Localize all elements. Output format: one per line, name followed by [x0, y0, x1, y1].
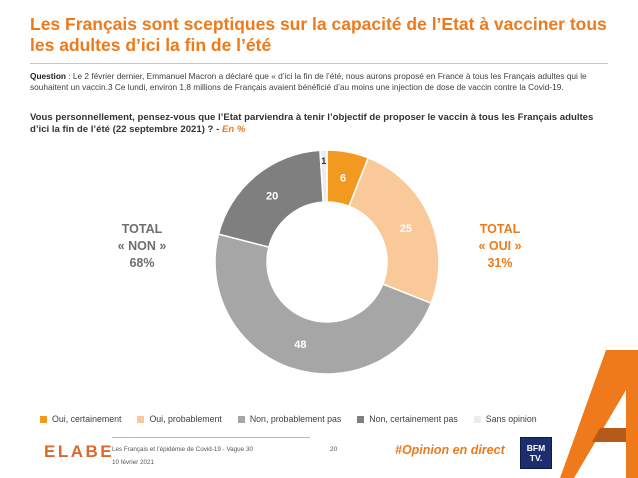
slice-value-label: 48 — [294, 339, 306, 351]
bfmtv-logo: BFM TV. — [520, 437, 552, 469]
study-date: 10 février 2021 — [112, 459, 155, 466]
legend-swatch — [40, 415, 47, 423]
hashtag: #Opinion en direct — [395, 443, 505, 457]
total-non-value: 68% — [129, 256, 155, 270]
total-non-quote: « NON » — [117, 239, 167, 253]
legend-item: Non, probablement pas — [237, 414, 342, 424]
question-body: : Le 2 février dernier, Emmanuel Macron … — [30, 71, 587, 92]
title-divider — [30, 63, 608, 64]
legend-swatch — [473, 415, 481, 423]
question-text: Question : Le 2 février dernier, Emmanue… — [30, 71, 590, 93]
legend-item: Non, certainement pas — [357, 414, 458, 424]
survey-prompt: Vous personnellement, pensez-vous que l’… — [30, 112, 608, 136]
total-oui-value: 31% — [487, 256, 513, 270]
legend-item: Oui, certainement — [40, 414, 121, 424]
page-number: 20 — [330, 446, 338, 453]
total-oui-quote: « OUI » — [478, 239, 522, 253]
slice-value-label: 20 — [266, 191, 278, 203]
question-label: Question — [30, 71, 66, 81]
total-non: TOTAL « NON » 68% — [92, 221, 192, 272]
bfmtv-logo-line1: BFM — [526, 443, 546, 453]
legend-swatch — [137, 415, 145, 423]
decorative-a-bar — [592, 428, 626, 442]
survey-prompt-text: Vous personnellement, pensez-vous que l’… — [30, 112, 594, 135]
page-title: Les Français sont sceptiques sur la capa… — [30, 14, 607, 55]
legend-swatch — [357, 415, 365, 423]
donut-slice — [214, 233, 433, 375]
decorative-a-graphic — [560, 350, 638, 478]
slice-value-label: 6 — [340, 173, 346, 185]
total-oui: TOTAL « OUI » 31% — [450, 221, 550, 272]
legend-label: Non, probablement pas — [249, 414, 342, 424]
chart-legend: Oui, certainement Oui, probablement Non, p… — [40, 414, 620, 424]
study-name: Les Français et l’épidémie de Covid-19 -… — [112, 446, 253, 453]
legend-item: Sans opinion — [473, 414, 537, 424]
total-oui-label: TOTAL — [479, 222, 521, 236]
donut-slice — [348, 156, 440, 305]
decorative-a-shape — [560, 350, 638, 478]
legend-label: Oui, probablement — [149, 414, 222, 424]
footer-divider — [112, 437, 310, 438]
elabe-logo: ELABE — [44, 442, 115, 461]
bfmtv-logo-line2: TV. — [529, 453, 543, 463]
donut-slice — [319, 149, 328, 203]
unit-label: En % — [221, 124, 246, 135]
total-non-label: TOTAL — [121, 222, 163, 236]
legend-label: Oui, certainement — [52, 414, 122, 424]
legend-label: Non, certainement pas — [369, 414, 458, 424]
legend-label: Sans opinion — [485, 414, 537, 424]
slice-value-label: 1 — [321, 156, 326, 166]
slice-value-label: 25 — [400, 223, 412, 235]
legend-swatch — [237, 415, 245, 423]
legend-item: Oui, probablement — [137, 414, 222, 424]
